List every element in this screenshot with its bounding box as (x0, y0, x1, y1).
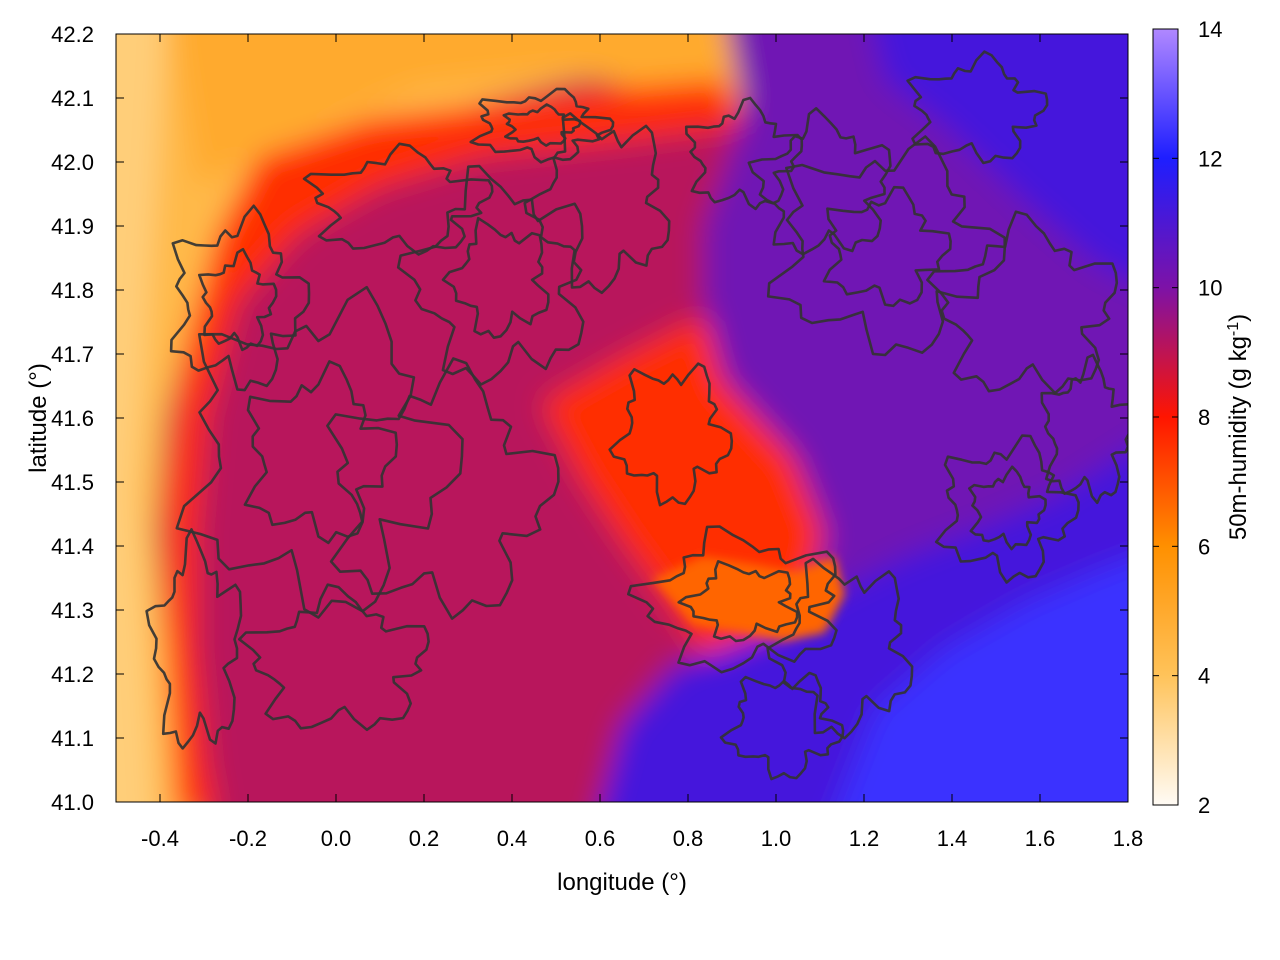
x-tick-label: 0.4 (497, 826, 528, 851)
terrain-contour (169, 204, 311, 392)
terrain-contour (766, 135, 1006, 357)
colorbar-tick-label: 10 (1198, 276, 1222, 301)
terrain-contour (523, 112, 671, 295)
x-tick-label: 0.6 (585, 826, 616, 851)
terrain-contour (396, 164, 585, 386)
y-tick-label: 42.2 (51, 22, 94, 47)
terrain-contour (441, 216, 550, 339)
terrain-contour (326, 357, 560, 620)
field-north-dry (172, 34, 774, 188)
y-tick-label: 42.0 (51, 150, 94, 175)
y-tick-label: 41.7 (51, 342, 94, 367)
x-tick-label: 1.4 (937, 826, 968, 851)
terrain-contours (145, 50, 1128, 781)
colorbar-label-main: 50m-humidity (g kg (1225, 336, 1252, 540)
terrain-contour (822, 185, 952, 308)
x-tick-label: 1.2 (849, 826, 880, 851)
y-tick-label: 41.5 (51, 470, 94, 495)
terrain-contour (175, 285, 464, 619)
y-tick-label: 41.4 (51, 534, 94, 559)
colorbar-tick-label: 6 (1198, 534, 1210, 559)
y-tick-label: 41.6 (51, 406, 94, 431)
y-axis-label: latitude (°) (25, 363, 52, 473)
terrain-contour (238, 583, 430, 732)
terrain-contour (469, 87, 615, 164)
y-tick-label: 41.2 (51, 662, 94, 687)
colorbar-label-superscript: -1 (1225, 322, 1242, 336)
y-tick-label: 41.1 (51, 726, 94, 751)
x-tick-label: 0.8 (673, 826, 704, 851)
x-tick-label: 0.2 (409, 826, 440, 851)
colorbar-tick-label: 12 (1198, 146, 1222, 171)
x-axis-label: longitude (°) (557, 869, 687, 896)
colorbar-ticks: 2 4 6 8 10 12 14 (1153, 17, 1222, 818)
x-tick-label: 1.0 (761, 826, 792, 851)
terrain-contour (1040, 353, 1128, 505)
y-tick-label: 42.1 (51, 86, 94, 111)
y-tick-label: 41.3 (51, 598, 94, 623)
terrain-contour (243, 360, 399, 545)
y-tick-label: 41.0 (51, 790, 94, 815)
y-tick-label: 41.8 (51, 278, 94, 303)
field-sea-southeast (839, 560, 1128, 802)
x-tick-label: -0.2 (229, 826, 267, 851)
y-tick-label: 41.9 (51, 214, 94, 239)
terrain-contour (747, 107, 892, 256)
colorbar-tick-label: 8 (1198, 405, 1210, 430)
terrain-contour (145, 528, 243, 750)
y-axis: 41.0 41.1 41.2 41.3 41.4 41.5 41.6 41.7 41.8 41.9… (51, 22, 1128, 815)
x-tick-label: 0.0 (321, 826, 352, 851)
field-inland-dry (116, 34, 165, 802)
colorbar-tick-label: 4 (1198, 664, 1210, 689)
terrain-contour (906, 50, 1049, 165)
colorbar-tick-label: 14 (1198, 17, 1222, 42)
terrain-contour (677, 560, 799, 643)
colorbar-label-suffix: ) (1225, 314, 1252, 322)
terrain-contour (302, 142, 494, 256)
x-tick-label: -0.4 (141, 826, 179, 851)
terrain-contour (968, 465, 1047, 551)
x-tick-label: 1.8 (1113, 826, 1144, 851)
x-axis: -0.4 -0.2 0.0 0.2 0.4 0.6 0.8 1.0 1.2 1.4 1.6 1.8 (141, 34, 1143, 851)
terrain-contour (766, 557, 914, 740)
terrain-contour (934, 434, 1080, 584)
terrain-contour (719, 671, 845, 781)
terrain-contour (627, 525, 838, 674)
colorbar-tick-label: 2 (1198, 793, 1210, 818)
terrain-contour (502, 103, 582, 147)
terrain-contour (198, 247, 278, 352)
x-tick-label: 1.6 (1025, 826, 1056, 851)
colorbar-label: 50m-humidity (g kg-1) (1225, 314, 1253, 540)
terrain-contour (926, 210, 1119, 395)
terrain-contour (608, 362, 734, 507)
